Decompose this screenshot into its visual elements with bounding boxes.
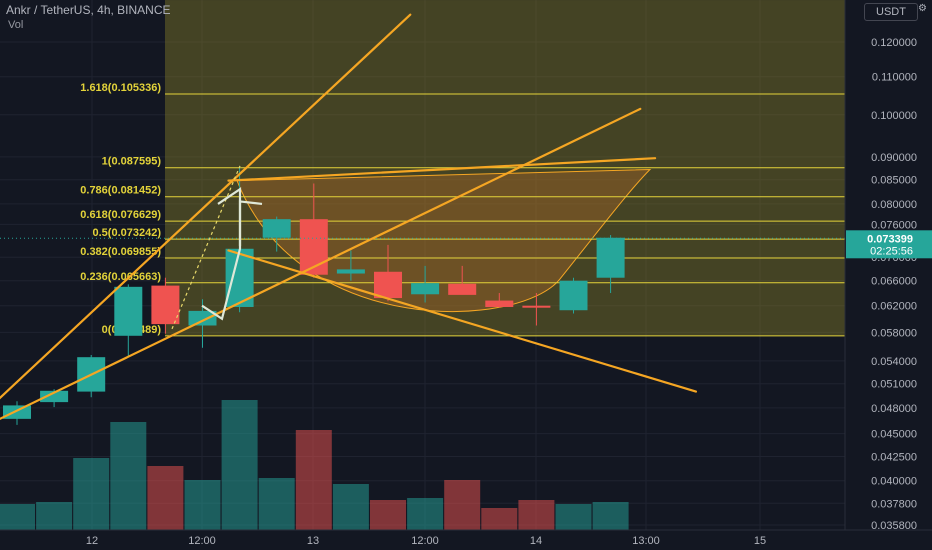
volume-bar (221, 400, 258, 530)
price-tick-label: 0.045000 (871, 429, 917, 441)
candle-body (336, 269, 365, 274)
price-tick-label: 0.110000 (872, 72, 917, 84)
fib-level-label: 1(0.087595) (102, 156, 162, 168)
fib-level-label: 0.382(0.069855) (80, 246, 161, 258)
symbol-title: Ankr / TetherUS, 4h, BINANCE (6, 3, 171, 17)
time-tick-label: 13 (307, 535, 319, 547)
volume-indicator-label: Vol (8, 19, 24, 31)
price-tick-label: 0.062000 (871, 301, 917, 313)
candles (0, 166, 845, 425)
price-tick-label: 0.080000 (871, 199, 917, 211)
fibonacci-levels: 1.618(0.105336) 1(0.087595) 0.786(0.081452… (80, 82, 845, 337)
candle-body (448, 283, 477, 295)
price-tick-label: 0.042500 (871, 451, 917, 463)
candle-body (411, 283, 440, 295)
time-tick-label: 15 (754, 535, 766, 547)
volume-bar (481, 508, 518, 530)
time-tick-label: 14 (530, 535, 542, 547)
time-axis: 12 12:00 13 12:00 14 13:00 15 (0, 529, 932, 550)
currency-button[interactable]: USDT (864, 3, 918, 21)
price-tick-label: 0.090000 (871, 152, 917, 164)
candle-body (114, 286, 143, 336)
volume-bar (444, 480, 481, 530)
candle-body (3, 405, 31, 419)
trendline-descending (227, 249, 698, 393)
time-tick-label: 12:00 (411, 535, 439, 547)
price-tick-label: 0.037800 (871, 498, 917, 510)
volume-bar (36, 502, 73, 530)
price-tick-label: 0.058000 (871, 327, 917, 339)
candle-body (262, 219, 291, 238)
fib-level-label: 0.236(0.065663) (80, 271, 161, 283)
drawings[interactable] (0, 13, 698, 423)
time-tick-label: 12 (86, 535, 98, 547)
flag-pattern (217, 187, 242, 246)
price-tick-label: 0.085000 (871, 175, 917, 187)
candle-body (374, 271, 402, 299)
volume-bars (0, 400, 629, 530)
trendline-channel-top (227, 157, 657, 182)
current-price-tag: 0.073399 02:25:56 (846, 230, 932, 259)
trendline-steep (0, 13, 412, 400)
candle-body (299, 219, 328, 275)
volume-bar (407, 498, 444, 530)
zigzag-pattern (201, 200, 263, 321)
candle-body (40, 390, 69, 403)
current-price-label: 0.073399 (867, 233, 913, 245)
candle-body (559, 280, 588, 311)
price-tick-label: 0.120000 (871, 37, 917, 49)
candle-body (522, 305, 551, 308)
price-tick-label: 0.054000 (871, 356, 917, 368)
volume-bar (370, 500, 406, 530)
volume-bar (295, 430, 332, 530)
candle-body (188, 310, 217, 326)
time-tick-label: 12:00 (188, 535, 216, 547)
volume-bar (555, 504, 592, 530)
price-tick-label: 0.035800 (871, 520, 917, 532)
volume-bar (147, 466, 184, 530)
volume-bar (258, 478, 295, 530)
time-tick-label: 13:00 (632, 535, 660, 547)
fib-level-label: 0.5(0.073242) (93, 227, 162, 239)
price-tick-label: 0.051000 (871, 379, 917, 391)
current-price-tag-bg (846, 230, 932, 259)
price-tick-label: 0.100000 (871, 110, 917, 122)
volume-bar (110, 422, 147, 530)
price-tick-label: 0.040000 (871, 476, 917, 488)
volume-bar (0, 504, 35, 530)
price-axis: 0.120000 0.110000 0.100000 0.090000 0.085000… (844, 0, 932, 550)
volume-bar (184, 480, 221, 530)
price-tick-label: 0.076000 (871, 219, 917, 231)
candle-countdown: 02:25:56 (870, 245, 913, 257)
time-axis-bg (0, 530, 932, 550)
candle-body (485, 300, 514, 307)
price-axis-bg (845, 0, 932, 550)
trendline-support (0, 107, 642, 421)
volume-bar (332, 484, 369, 530)
price-tick-label: 0.048000 (871, 403, 917, 415)
volume-bar (73, 458, 110, 530)
fib-level-label: 0.618(0.076629) (80, 209, 161, 221)
candle-body (151, 285, 180, 325)
fib-level-label: 0.786(0.081452) (80, 185, 161, 197)
gear-icon[interactable]: ⚙ (918, 3, 927, 14)
candle-body (596, 237, 625, 278)
volume-bar (518, 500, 555, 530)
fib-level-label: 1.618(0.105336) (80, 82, 161, 94)
price-tick-label: 0.066000 (871, 276, 917, 288)
volume-bar (592, 502, 629, 530)
